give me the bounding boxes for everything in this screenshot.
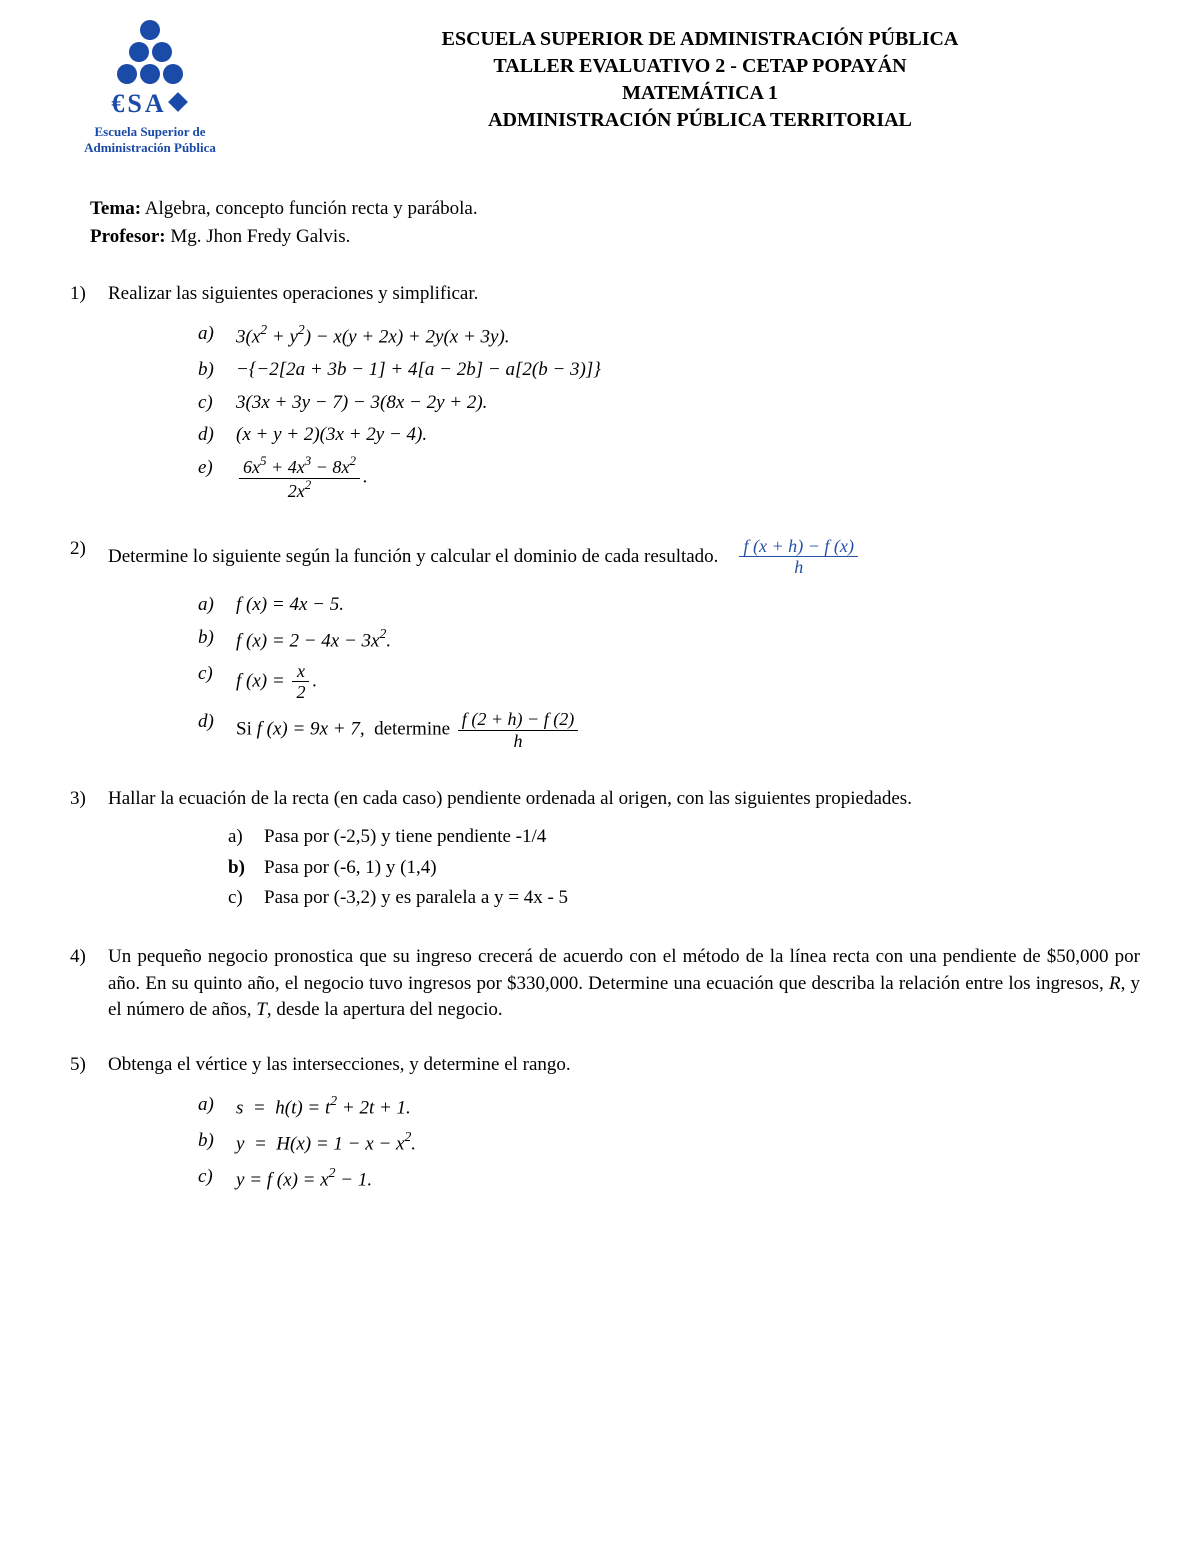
q1-a: a) 3(x2 + y2) − x(y + 2x) + 2y(x + 3y). [198,321,1140,351]
q2-c-expr: f (x) = x 2 . [236,661,1140,704]
q1-b-expr: −{−2[2a + 3b − 1] + 4[a − 2b] − a[2(b − … [236,357,1140,384]
question-list: 1) Realizar las siguientes operaciones y… [70,281,1140,1200]
logo-caption-line2: Administración Pública [84,140,216,155]
q2-prompt: Determine lo siguiente según la función … [108,544,718,571]
q1-d: d) (x + y + 2)(3x + 2y − 4). [198,422,1140,449]
q5-prompt: Obtenga el vértice y las intersecciones,… [108,1052,1140,1079]
question-1: 1) Realizar las siguientes operaciones y… [70,281,1140,508]
q3-b-label: b) [228,855,254,882]
profesor-value: Mg. Jhon Fredy Galvis. [166,226,351,247]
q1-c-expr: 3(3x + 3y − 7) − 3(8x − 2y + 2). [236,390,1140,417]
q1-number: 1) [70,281,94,508]
q2-a: a) f (x) = 4x − 5. [198,592,1140,619]
q5-number: 5) [70,1052,94,1200]
q3-c-label: c) [228,885,254,912]
q3-c: c) Pasa por (-3,2) y es paralela a y = 4… [228,885,1140,912]
question-5: 5) Obtenga el vértice y las interseccion… [70,1052,1140,1200]
question-2: 2) Determine lo siguiente según la funci… [70,536,1140,758]
logo-graphic [117,20,183,84]
q5-sublist: a) s = h(t) = t2 + 2t + 1. b) y = H(x) =… [198,1092,1140,1194]
q2-d: d) Si f (x) = 9x + 7, determine f (2 + h… [198,709,1140,752]
q2-prompt-row: Determine lo siguiente según la función … [108,536,1140,579]
q3-c-text: Pasa por (-3,2) y es paralela a y = 4x -… [264,885,1140,912]
title-line-4: ADMINISTRACIÓN PÚBLICA TERRITORIAL [260,107,1140,134]
q2-c-den: 2 [292,682,309,703]
q1-a-expr: 3(x2 + y2) − x(y + 2x) + 2y(x + 3y). [236,321,1140,351]
q1-c-label: c) [198,390,226,417]
q2-b-label: b) [198,625,226,655]
q1-d-label: d) [198,422,226,449]
q5-b: b) y = H(x) = 1 − x − x2. [198,1128,1140,1158]
question-3: 3) Hallar la ecuación de la recta (en ca… [70,786,1140,916]
q2-c-tail: . [312,670,317,691]
q2-c: c) f (x) = x 2 . [198,661,1140,704]
tema-label: Tema: [90,198,141,219]
q5-c-expr: y = f (x) = x2 − 1. [236,1164,1140,1194]
q5-a-label: a) [198,1092,226,1122]
q2-sublist: a) f (x) = 4x − 5. b) f (x) = 2 − 4x − 3… [198,592,1140,752]
document-meta: Tema: Algebra, concepto función recta y … [90,196,1140,251]
logo-caption: Escuela Superior de Administración Públi… [84,124,216,155]
document-title: ESCUELA SUPERIOR DE ADMINISTRACIÓN PÚBLI… [260,20,1140,134]
q2-d-expr: Si f (x) = 9x + 7, determine f (2 + h) −… [236,709,1140,752]
tema-line: Tema: Algebra, concepto función recta y … [90,196,1140,223]
q1-c: c) 3(3x + 3y − 7) − 3(8x − 2y + 2). [198,390,1140,417]
logo-caption-line1: Escuela Superior de [94,124,205,139]
q3-sublist: a) Pasa por (-2,5) y tiene pendiente -1/… [228,824,1140,912]
page-header: €SA Escuela Superior de Administración P… [60,20,1140,156]
q2-c-label: c) [198,661,226,704]
q1-sublist: a) 3(x2 + y2) − x(y + 2x) + 2y(x + 3y). … [198,321,1140,501]
logo-acronym: €SA [111,86,188,122]
title-line-3: MATEMÁTICA 1 [260,80,1140,107]
q3-prompt: Hallar la ecuación de la recta (en cada … [108,786,1140,813]
q3-b: b) Pasa por (-6, 1) y (1,4) [228,855,1140,882]
q2-formula-den: h [790,557,807,578]
q2-number: 2) [70,536,94,758]
q4-text: Un pequeño negocio pronostica que su ing… [108,944,1140,1024]
q1-b-label: b) [198,357,226,384]
q1-b: b) −{−2[2a + 3b − 1] + 4[a − 2b] − a[2(b… [198,357,1140,384]
institution-logo: €SA Escuela Superior de Administración P… [60,20,240,156]
q1-e-tail: . [363,467,368,488]
q2-b: b) f (x) = 2 − 4x − 3x2. [198,625,1140,655]
profesor-line: Profesor: Mg. Jhon Fredy Galvis. [90,224,1140,251]
q5-b-label: b) [198,1128,226,1158]
q3-number: 3) [70,786,94,916]
q1-prompt: Realizar las siguientes operaciones y si… [108,281,1140,308]
q1-e-expr: 6x5 + 4x3 − 8x2 2x2 . [236,455,1140,502]
q1-e-label: e) [198,455,226,502]
question-4: 4) Un pequeño negocio pronostica que su … [70,944,1140,1024]
q2-c-num: x [293,661,309,682]
tema-value: Algebra, concepto función recta y parábo… [141,198,478,219]
q2-d-den: h [510,731,527,752]
q1-a-label: a) [198,321,226,351]
q2-a-label: a) [198,592,226,619]
title-line-1: ESCUELA SUPERIOR DE ADMINISTRACIÓN PÚBLI… [260,26,1140,53]
q1-e: e) 6x5 + 4x3 − 8x2 2x2 . [198,455,1140,502]
profesor-label: Profesor: [90,226,166,247]
q2-d-label: d) [198,709,226,752]
q3-b-text: Pasa por (-6, 1) y (1,4) [264,855,1140,882]
q5-a-expr: s = h(t) = t2 + 2t + 1. [236,1092,1140,1122]
q4-number: 4) [70,944,94,1024]
q3-a: a) Pasa por (-2,5) y tiene pendiente -1/… [228,824,1140,851]
difference-quotient-formula: f (x + h) − f (x) h [736,536,861,579]
q3-a-text: Pasa por (-2,5) y tiene pendiente -1/4 [264,824,1140,851]
q2-b-expr: f (x) = 2 − 4x − 3x2. [236,625,1140,655]
q2-a-expr: f (x) = 4x − 5. [236,592,1140,619]
q3-a-label: a) [228,824,254,851]
q5-c: c) y = f (x) = x2 − 1. [198,1164,1140,1194]
q5-b-expr: y = H(x) = 1 − x − x2. [236,1128,1140,1158]
q1-d-expr: (x + y + 2)(3x + 2y − 4). [236,422,1140,449]
q5-a: a) s = h(t) = t2 + 2t + 1. [198,1092,1140,1122]
title-line-2: TALLER EVALUATIVO 2 - CETAP POPAYÁN [260,53,1140,80]
q2-formula-num: f (x + h) − f (x) [739,536,858,557]
q5-c-label: c) [198,1164,226,1194]
